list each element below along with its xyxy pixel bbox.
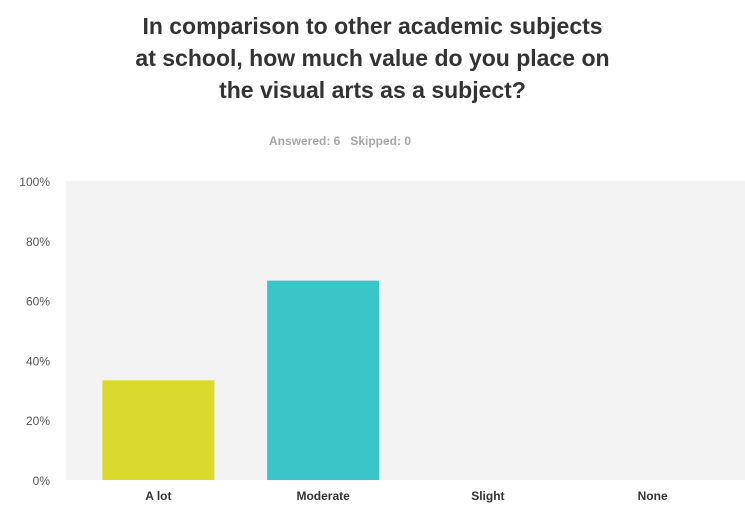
- x-tick-label: A lot: [145, 489, 171, 503]
- bar: [267, 280, 380, 480]
- chart-title-line-1: In comparison to other academic subjects: [142, 13, 603, 39]
- y-tick-label: 40%: [26, 354, 50, 368]
- response-stats: Answered: 6 Skipped: 0: [0, 134, 680, 148]
- x-tick-label: None: [638, 489, 668, 503]
- y-tick-label: 20%: [26, 414, 50, 428]
- chart-title: In comparison to other academic subjects…: [0, 10, 745, 106]
- bar: [102, 380, 215, 480]
- skipped-count: Skipped: 0: [350, 134, 412, 148]
- chart-title-line-3: the visual arts as a subject?: [219, 77, 526, 103]
- x-tick-label: Moderate: [296, 489, 350, 503]
- y-tick-label: 60%: [26, 295, 50, 309]
- y-tick-label: 100%: [19, 175, 50, 189]
- x-tick-label: Slight: [471, 489, 504, 503]
- y-tick-label: 0%: [33, 474, 51, 488]
- chart-title-line-2: at school, how much value do you place o…: [135, 45, 610, 71]
- answered-count: Answered: 6: [268, 134, 341, 148]
- y-tick-label: 80%: [26, 235, 50, 249]
